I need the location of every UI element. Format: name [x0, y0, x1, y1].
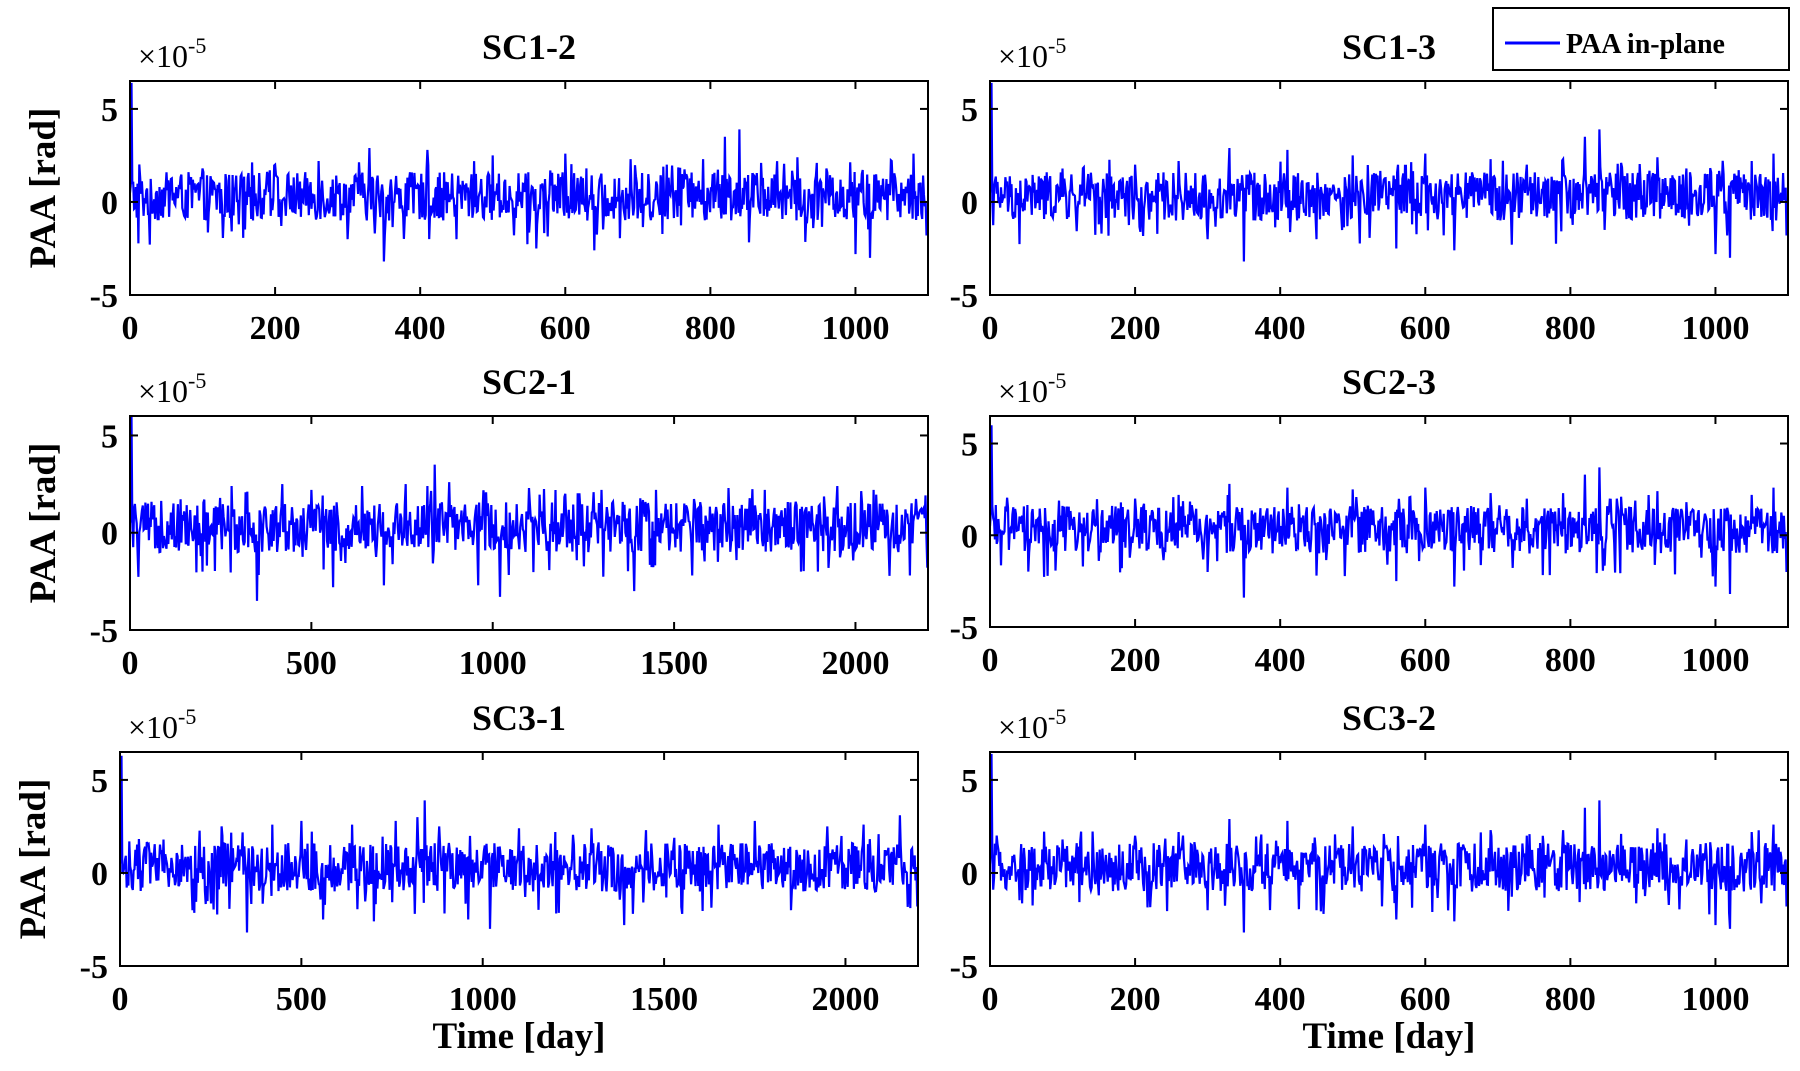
y-tick-label: -5: [80, 949, 108, 986]
y-tick-label: -5: [90, 613, 118, 650]
x-tick-label: 200: [250, 310, 301, 347]
x-tick-label: 1000: [1681, 981, 1749, 1018]
x-tick-label: 600: [1400, 981, 1451, 1018]
x-tick-label: 0: [112, 981, 129, 1018]
panel-sc2-3: 0 200 400 600 800 1000-505×10-5 SC2-3: [950, 362, 1789, 679]
series-line-paa-in-plane: [120, 755, 918, 933]
y-tick-label: -5: [950, 610, 978, 647]
series-line-paa-in-plane: [990, 753, 1788, 933]
x-tick-label: 2000: [821, 645, 889, 682]
x-tick-label: 800: [1545, 310, 1596, 347]
x-tick-label: 0: [982, 642, 999, 679]
y-tick-label: 0: [91, 856, 108, 893]
series-line-paa-in-plane: [130, 82, 928, 262]
x-tick-label: 1000: [449, 981, 517, 1018]
x-tick-label: 200: [1110, 642, 1161, 679]
x-axis-label: Time [day]: [1302, 1016, 1475, 1057]
axes-frame: [129, 80, 929, 296]
y-tick-label: 5: [101, 418, 118, 455]
series-line-paa-in-plane: [990, 425, 1788, 598]
x-tick-label: 600: [540, 310, 591, 347]
y-tick-label: 0: [961, 856, 978, 893]
series-line-paa-in-plane: [990, 82, 1788, 262]
x-tick-label: 200: [1110, 981, 1161, 1018]
axes-frame: [129, 415, 929, 631]
legend-label: PAA in-plane: [1566, 29, 1725, 60]
y-exponent-label: ×10-5: [998, 704, 1066, 745]
panel-title: SC2-1: [482, 362, 576, 402]
axes-frame: [989, 80, 1789, 296]
y-exponent-superscript: -5: [1048, 33, 1066, 58]
x-axis-label: Time [day]: [432, 1016, 605, 1057]
y-tick-label: 5: [101, 92, 118, 129]
legend-box: [1492, 7, 1790, 71]
y-exponent-label: ×10-5: [138, 368, 206, 409]
x-tick-label: 0: [982, 981, 999, 1018]
y-exponent-superscript: -5: [1048, 704, 1066, 729]
y-axis-label: PAA [rad]: [23, 443, 64, 604]
y-exponent-label: ×10-5: [138, 33, 206, 74]
y-exponent-superscript: -5: [188, 33, 206, 58]
y-tick-label: -5: [950, 278, 978, 315]
x-tick-label: 500: [276, 981, 327, 1018]
x-tick-label: 400: [1255, 981, 1306, 1018]
x-tick-label: 400: [395, 310, 446, 347]
x-tick-label: 1500: [640, 645, 708, 682]
y-exponent-label: ×10-5: [128, 704, 196, 745]
panel-title: SC3-1: [472, 698, 566, 738]
x-tick-label: 800: [685, 310, 736, 347]
y-tick-label: 0: [101, 516, 118, 553]
panel-title: SC3-2: [1342, 698, 1436, 738]
y-tick-label: 0: [101, 185, 118, 222]
y-exponent-superscript: -5: [188, 368, 206, 393]
y-tick-label: 5: [961, 92, 978, 129]
y-tick-label: 5: [91, 763, 108, 800]
axes-frame: [119, 751, 919, 967]
y-axis-label: PAA [rad]: [13, 779, 54, 940]
x-tick-label: 600: [1400, 310, 1451, 347]
x-tick-label: 200: [1110, 310, 1161, 347]
x-tick-label: 1500: [630, 981, 698, 1018]
axes-frame: [989, 415, 1789, 628]
x-tick-label: 2000: [811, 981, 879, 1018]
y-exponent-label: ×10-5: [998, 368, 1066, 409]
axes-frame: [989, 751, 1789, 967]
x-tick-label: 0: [122, 310, 139, 347]
x-tick-label: 800: [1545, 981, 1596, 1018]
y-tick-label: 0: [961, 185, 978, 222]
x-tick-label: 800: [1545, 642, 1596, 679]
panel-title: SC1-3: [1342, 27, 1436, 67]
y-exponent-superscript: -5: [178, 704, 196, 729]
x-tick-label: 400: [1255, 310, 1306, 347]
y-exponent-superscript: -5: [1048, 368, 1066, 393]
x-tick-label: 1000: [459, 645, 527, 682]
legend: PAA in-plane: [1492, 7, 1790, 71]
y-axis-label: PAA [rad]: [23, 108, 64, 269]
y-tick-label: 5: [961, 427, 978, 464]
x-tick-label: 1000: [1681, 642, 1749, 679]
x-tick-label: 500: [286, 645, 337, 682]
series-line-paa-in-plane: [130, 416, 928, 601]
y-exponent-label: ×10-5: [998, 33, 1066, 74]
x-tick-label: 1000: [821, 310, 889, 347]
x-tick-label: 600: [1400, 642, 1451, 679]
y-tick-label: 0: [961, 518, 978, 555]
x-tick-label: 1000: [1681, 310, 1749, 347]
x-tick-label: 0: [982, 310, 999, 347]
panel-sc1-3: 0 200 400 600 800 1000-505×10-5 SC1-3: [950, 27, 1789, 347]
x-tick-label: 0: [122, 645, 139, 682]
panel-title: SC1-2: [482, 27, 576, 67]
y-tick-label: 5: [961, 763, 978, 800]
x-tick-label: 400: [1255, 642, 1306, 679]
y-tick-label: -5: [950, 949, 978, 986]
y-tick-label: -5: [90, 278, 118, 315]
panel-title: SC2-3: [1342, 362, 1436, 402]
